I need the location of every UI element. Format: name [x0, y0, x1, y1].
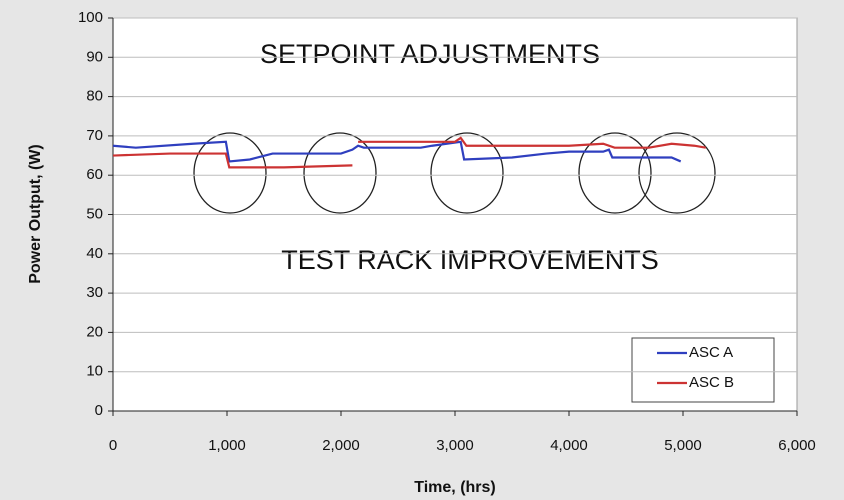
- annotation: TEST RACK IMPROVEMENTS: [281, 245, 659, 275]
- y-tick-label: 30: [86, 284, 103, 301]
- x-tick-label: 6,000: [778, 437, 816, 454]
- x-axis-label: Time, (hrs): [414, 479, 496, 496]
- x-tick-label: 0: [109, 437, 117, 454]
- legend-label: ASC B: [689, 374, 734, 391]
- legend: [631, 337, 775, 403]
- y-tick-label: 10: [86, 363, 103, 380]
- y-tick-label: 20: [86, 323, 103, 340]
- ellipse: [578, 132, 652, 214]
- y-tick-label: 0: [95, 402, 103, 419]
- x-tick-label: 3,000: [436, 437, 474, 454]
- y-tick-label: 60: [86, 166, 103, 183]
- series-line: [358, 136, 706, 149]
- legend-label: ASC A: [689, 344, 733, 361]
- ellipses: [193, 132, 716, 214]
- series-line: [112, 140, 682, 163]
- ellipse: [303, 132, 377, 214]
- annotation: SETPOINT ADJUSTMENTS: [260, 39, 600, 69]
- ellipse: [193, 132, 267, 214]
- x-tick-label: 4,000: [550, 437, 588, 454]
- x-tick-label: 1,000: [208, 437, 246, 454]
- y-tick-label: 70: [86, 127, 103, 144]
- y-tick-label: 50: [86, 205, 103, 222]
- ellipse: [638, 132, 716, 214]
- y-tick-label: 80: [86, 88, 103, 105]
- series-line: [112, 152, 353, 169]
- x-tick-label: 2,000: [322, 437, 360, 454]
- x-tick-label: 5,000: [664, 437, 702, 454]
- y-tick-label: 100: [78, 9, 103, 26]
- y-tick-label: 40: [86, 245, 103, 262]
- y-axis-label: Power Output, (W): [27, 144, 44, 284]
- ellipse: [430, 132, 504, 214]
- y-tick-label: 90: [86, 48, 103, 65]
